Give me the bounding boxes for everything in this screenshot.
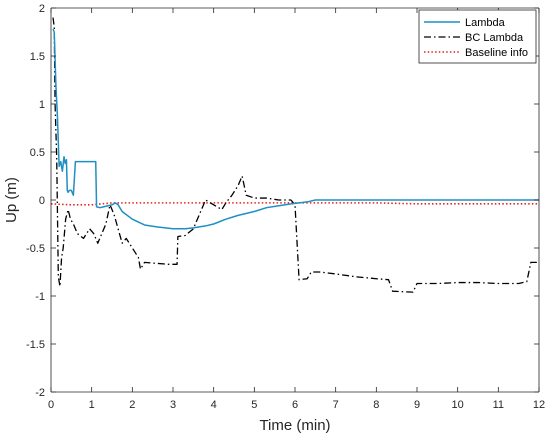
- x-tick-label: 9: [414, 399, 420, 411]
- y-tick-label: 1: [39, 99, 45, 111]
- x-tick-label: 5: [251, 399, 257, 411]
- series-line-baseline-info: [50, 202, 539, 206]
- x-tick-label: 3: [170, 399, 176, 411]
- legend-label-lambda: Lambda: [465, 17, 506, 29]
- y-axis-label: Up (m): [3, 177, 20, 223]
- x-tick-label: 7: [333, 399, 339, 411]
- x-tick-label: 11: [493, 399, 504, 411]
- series-line-lambda: [52, 28, 539, 230]
- x-tick-label: 12: [533, 399, 545, 411]
- y-tick-label: -1: [35, 291, 45, 303]
- x-tick-label: 2: [129, 399, 135, 411]
- y-tick-label: -2: [35, 387, 45, 399]
- legend-label-bc-lambda: BC Lambda: [465, 32, 524, 44]
- y-tick-label: 0.5: [30, 147, 45, 159]
- y-tick-label: 0: [39, 195, 45, 207]
- x-axis-label: Time (min): [259, 417, 330, 434]
- y-tick-label: -1.5: [26, 339, 45, 351]
- series-line-bc-lambda: [52, 17, 539, 293]
- legend: Lambda BC Lambda Baseline info: [418, 9, 537, 64]
- legend-label-baseline-info: Baseline info: [465, 47, 528, 59]
- x-tick-label: 4: [211, 399, 217, 411]
- x-tick-label: 10: [452, 399, 464, 411]
- x-tick-label: 8: [373, 399, 379, 411]
- x-tick-label: 6: [292, 399, 298, 411]
- y-tick-label: -0.5: [26, 243, 45, 255]
- ticks-layer: 0 1 2 3 4 5 6 7 8 9 10 11 12-2-1.5-1-0.500.511.52: [26, 3, 545, 411]
- x-tick-label: 0: [48, 399, 54, 411]
- x-tick-label: 1: [89, 399, 95, 411]
- y-tick-label: 2: [39, 3, 45, 15]
- y-tick-label: 1.5: [30, 51, 45, 63]
- series-layer: [50, 17, 539, 293]
